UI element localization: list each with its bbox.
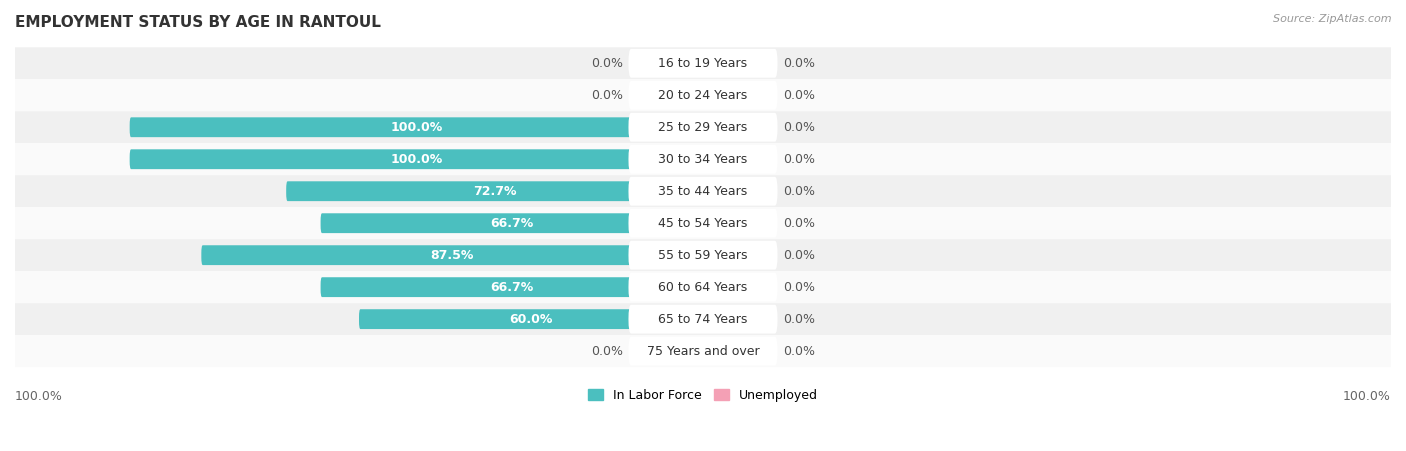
FancyBboxPatch shape [15,335,1391,367]
FancyBboxPatch shape [628,113,778,142]
FancyBboxPatch shape [703,213,725,233]
Text: 66.7%: 66.7% [491,216,533,230]
FancyBboxPatch shape [628,241,778,270]
FancyBboxPatch shape [681,53,703,73]
Text: 0.0%: 0.0% [783,281,815,294]
FancyBboxPatch shape [703,149,725,169]
FancyBboxPatch shape [129,149,703,169]
FancyBboxPatch shape [681,341,703,361]
FancyBboxPatch shape [321,277,703,297]
FancyBboxPatch shape [681,85,703,105]
FancyBboxPatch shape [15,303,1391,335]
Text: 30 to 34 Years: 30 to 34 Years [658,153,748,166]
Text: 72.7%: 72.7% [472,185,516,198]
FancyBboxPatch shape [15,111,1391,143]
FancyBboxPatch shape [628,49,778,78]
FancyBboxPatch shape [628,273,778,302]
Text: 0.0%: 0.0% [783,121,815,134]
FancyBboxPatch shape [359,309,703,329]
Text: 35 to 44 Years: 35 to 44 Years [658,185,748,198]
FancyBboxPatch shape [628,81,778,110]
Text: EMPLOYMENT STATUS BY AGE IN RANTOUL: EMPLOYMENT STATUS BY AGE IN RANTOUL [15,15,381,30]
Text: 0.0%: 0.0% [591,57,623,70]
Text: 60 to 64 Years: 60 to 64 Years [658,281,748,294]
FancyBboxPatch shape [321,213,703,233]
FancyBboxPatch shape [15,79,1391,111]
Text: 75 Years and over: 75 Years and over [647,345,759,358]
Text: 0.0%: 0.0% [783,185,815,198]
Legend: In Labor Force, Unemployed: In Labor Force, Unemployed [583,384,823,407]
FancyBboxPatch shape [129,117,703,137]
FancyBboxPatch shape [15,175,1391,207]
Text: 20 to 24 Years: 20 to 24 Years [658,89,748,102]
FancyBboxPatch shape [628,337,778,365]
Text: 65 to 74 Years: 65 to 74 Years [658,313,748,326]
FancyBboxPatch shape [703,277,725,297]
FancyBboxPatch shape [703,181,725,201]
FancyBboxPatch shape [703,117,725,137]
FancyBboxPatch shape [703,245,725,265]
Text: 45 to 54 Years: 45 to 54 Years [658,216,748,230]
Text: 0.0%: 0.0% [591,89,623,102]
FancyBboxPatch shape [628,145,778,174]
FancyBboxPatch shape [15,47,1391,79]
FancyBboxPatch shape [15,239,1391,271]
Text: 0.0%: 0.0% [783,313,815,326]
Text: 0.0%: 0.0% [783,89,815,102]
Text: 0.0%: 0.0% [591,345,623,358]
FancyBboxPatch shape [15,143,1391,175]
Text: 87.5%: 87.5% [430,249,474,262]
Text: 100.0%: 100.0% [391,153,443,166]
Text: 0.0%: 0.0% [783,57,815,70]
FancyBboxPatch shape [287,181,703,201]
FancyBboxPatch shape [628,305,778,334]
FancyBboxPatch shape [703,53,725,73]
FancyBboxPatch shape [628,177,778,206]
FancyBboxPatch shape [201,245,703,265]
Text: 0.0%: 0.0% [783,153,815,166]
FancyBboxPatch shape [15,271,1391,303]
Text: 100.0%: 100.0% [1343,390,1391,402]
Text: 100.0%: 100.0% [391,121,443,134]
Text: 100.0%: 100.0% [15,390,63,402]
Text: 0.0%: 0.0% [783,345,815,358]
FancyBboxPatch shape [628,209,778,238]
Text: 0.0%: 0.0% [783,249,815,262]
FancyBboxPatch shape [703,85,725,105]
Text: 25 to 29 Years: 25 to 29 Years [658,121,748,134]
FancyBboxPatch shape [15,207,1391,239]
Text: 66.7%: 66.7% [491,281,533,294]
Text: 55 to 59 Years: 55 to 59 Years [658,249,748,262]
FancyBboxPatch shape [703,341,725,361]
Text: 0.0%: 0.0% [783,216,815,230]
Text: 60.0%: 60.0% [509,313,553,326]
Text: 16 to 19 Years: 16 to 19 Years [658,57,748,70]
Text: Source: ZipAtlas.com: Source: ZipAtlas.com [1274,14,1392,23]
FancyBboxPatch shape [703,309,725,329]
